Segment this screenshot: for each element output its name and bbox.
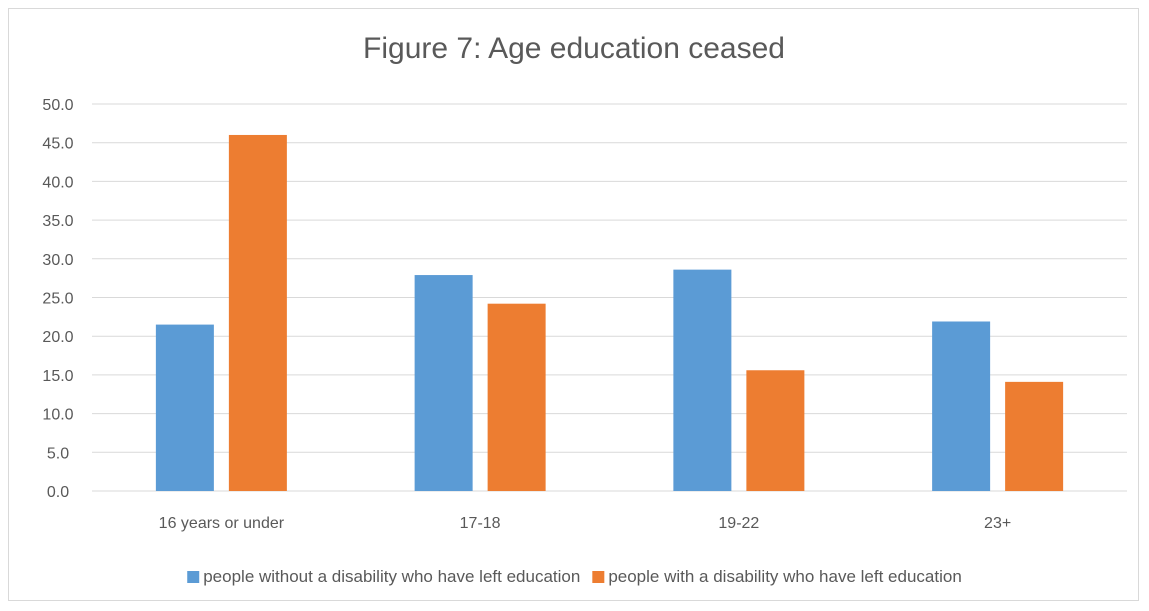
x-axis-ticks: 16 years or under 17-18 19-22 23+: [159, 515, 1012, 532]
bar-with-disability: [1005, 381, 1064, 491]
bar-with-disability: [746, 370, 805, 491]
y-tick-label: 5.0: [47, 445, 69, 462]
legend-swatch: [592, 571, 605, 583]
legend-item: people with a disability who have left e…: [592, 567, 962, 586]
chart-title: Figure 7: Age education ceased: [363, 32, 785, 65]
y-tick-label: 25.0: [42, 291, 73, 308]
chart-area: [8, 8, 1139, 601]
y-tick-label: 20.0: [42, 329, 73, 346]
bar-with-disability: [487, 303, 546, 491]
bar-without-disability: [932, 321, 991, 491]
x-tick-label: 23+: [984, 515, 1011, 532]
y-tick-label: 40.0: [42, 174, 73, 191]
bar-without-disability: [155, 324, 214, 491]
y-tick-label: 0.0: [47, 484, 69, 501]
y-tick-label: 45.0: [42, 136, 73, 153]
y-tick-label: 50.0: [42, 97, 73, 114]
legend-swatch: [187, 571, 200, 583]
bar-with-disability: [228, 134, 287, 491]
legend-label: people without a disability who have lef…: [203, 567, 580, 586]
legend-label: people with a disability who have left e…: [608, 567, 961, 586]
legend-item: people without a disability who have lef…: [187, 567, 580, 586]
x-tick-label: 19-22: [718, 515, 759, 532]
y-tick-label: 10.0: [42, 407, 73, 424]
bar-without-disability: [414, 275, 473, 491]
x-tick-label: 17-18: [460, 515, 501, 532]
y-axis-ticks: 0.0 5.0 10.0 15.0 20.0 25.0 30.0 35.0 40.0 45.0 50…: [42, 97, 73, 501]
bars: [155, 134, 1064, 491]
y-tick-label: 15.0: [42, 368, 73, 385]
y-tick-label: 35.0: [42, 213, 73, 230]
legend: people without a disability who have lef…: [187, 567, 962, 586]
x-tick-label: 16 years or under: [159, 515, 285, 532]
y-tick-label: 30.0: [42, 252, 73, 269]
bar-without-disability: [673, 269, 732, 491]
